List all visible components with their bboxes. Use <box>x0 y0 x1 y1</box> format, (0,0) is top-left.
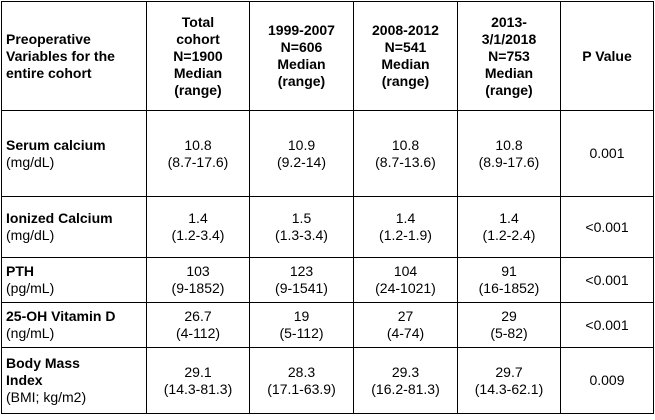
cell-p-value: <0.001 <box>560 302 654 348</box>
cell-1999-2007: 1.5 (1.3-3.4) <box>249 196 354 258</box>
cell-2008-2012: 10.8 (8.7-13.6) <box>353 110 458 197</box>
header-variables: Preoperative Variables for the entire co… <box>1 1 147 111</box>
cell-total: 103 (9-1852) <box>146 257 250 303</box>
row-label: Serum calcium (mg/dL) <box>1 110 147 197</box>
cell-p-value: 0.009 <box>560 347 654 414</box>
header-total-cohort: Total cohort N=1900 Median (range) <box>146 1 250 111</box>
cell-2013-2018: 29.7 (14.3-62.1) <box>457 347 561 414</box>
header-period-1999-2007: 1999-2007 N=606 Median (range) <box>249 1 354 111</box>
cell-total: 29.1 (14.3-81.3) <box>146 347 250 414</box>
row-label: Body Mass Index (BMI; kg/m2) <box>1 347 147 414</box>
cell-2013-2018: 29 (5-82) <box>457 302 561 348</box>
cell-p-value: 0.001 <box>560 110 654 197</box>
cell-1999-2007: 123 (9-1541) <box>249 257 354 303</box>
table-row-pth: PTH (pg/mL) 103 (9-1852) 123 (9-1541) 10… <box>1 257 654 303</box>
cell-2013-2018: 10.8 (8.9-17.6) <box>457 110 561 197</box>
table-row-ionized-calcium: Ionized Calcium (mg/dL) 1.4 (1.2-3.4) 1.… <box>1 196 654 258</box>
cell-total: 1.4 (1.2-3.4) <box>146 196 250 258</box>
header-row: Preoperative Variables for the entire co… <box>1 1 654 111</box>
row-label: Ionized Calcium (mg/dL) <box>1 196 147 258</box>
table-row-serum-calcium: Serum calcium (mg/dL) 10.8 (8.7-17.6) 10… <box>1 110 654 197</box>
cell-1999-2007: 19 (5-112) <box>249 302 354 348</box>
cell-p-value: <0.001 <box>560 196 654 258</box>
row-label: PTH (pg/mL) <box>1 257 147 303</box>
row-label: 25-OH Vitamin D (ng/mL) <box>1 302 147 348</box>
cell-total: 26.7 (4-112) <box>146 302 250 348</box>
cell-2013-2018: 1.4 (1.2-2.4) <box>457 196 561 258</box>
cell-2013-2018: 91 (16-1852) <box>457 257 561 303</box>
cell-2008-2012: 104 (24-1021) <box>353 257 458 303</box>
table-row-vitamin-d: 25-OH Vitamin D (ng/mL) 26.7 (4-112) 19 … <box>1 302 654 348</box>
cell-p-value: <0.001 <box>560 257 654 303</box>
cell-1999-2007: 10.9 (9.2-14) <box>249 110 354 197</box>
cell-2008-2012: 1.4 (1.2-1.9) <box>353 196 458 258</box>
cell-total: 10.8 (8.7-17.6) <box>146 110 250 197</box>
table-row-bmi: Body Mass Index (BMI; kg/m2) 29.1 (14.3-… <box>1 347 654 414</box>
header-period-2008-2012: 2008-2012 N=541 Median (range) <box>353 1 458 111</box>
cell-2008-2012: 29.3 (16.2-81.3) <box>353 347 458 414</box>
header-period-2013-2018: 2013- 3/1/2018 N=753 Median (range) <box>457 1 561 111</box>
cell-2008-2012: 27 (4-74) <box>353 302 458 348</box>
cell-1999-2007: 28.3 (17.1-63.9) <box>249 347 354 414</box>
header-p-value: P Value <box>560 1 654 111</box>
